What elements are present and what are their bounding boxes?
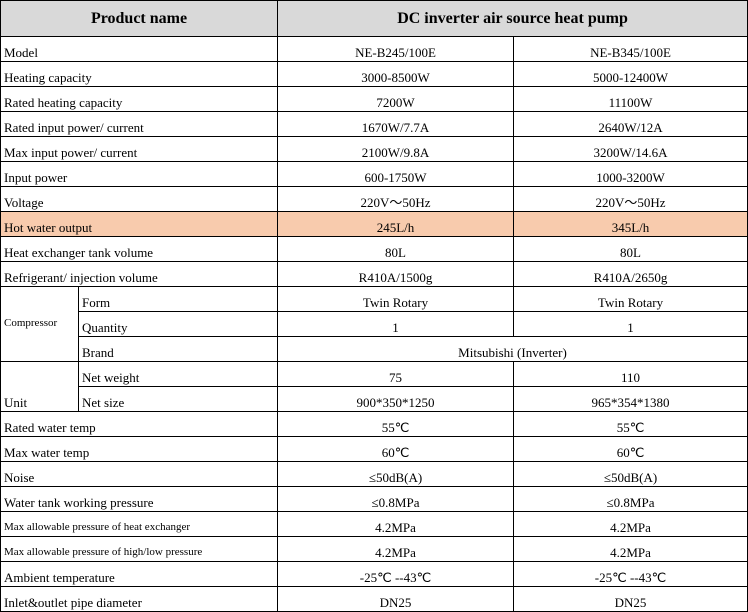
- table-row: Voltage 220V～50Hz 220V～50Hz: [0, 186, 748, 212]
- value-cell: 3000-8500W: [277, 61, 515, 87]
- row-label: Refrigerant/ injection volume: [0, 261, 279, 287]
- table-row: Heating capacity 3000-8500W 5000-12400W: [0, 61, 748, 87]
- row-label: Rated heating capacity: [0, 86, 279, 112]
- value-cell: 3200W/14.6A: [513, 136, 748, 162]
- table-row: Rated heating capacity 7200W 11100W: [0, 86, 748, 112]
- table-row: Unit Net weight 75 110: [0, 361, 748, 412]
- table-row: Water tank working pressure ≤0.8MPa ≤0.8MP…: [0, 486, 748, 512]
- value-cell: 965*354*1380: [513, 386, 748, 412]
- header-cell: Product name: [0, 0, 279, 37]
- row-label: Max water temp: [0, 436, 279, 462]
- value-cell: Mitsubishi (Inverter): [277, 336, 748, 362]
- value-cell: 4.2MPa: [513, 511, 748, 537]
- table-row: Rated input power/ current 1670W/7.7A 2640…: [0, 111, 748, 137]
- value-cell: 55℃: [277, 411, 515, 437]
- row-label: Max allowable pressure of heat exchanger: [0, 511, 279, 537]
- row-label: Noise: [0, 461, 279, 487]
- table-row: Inlet&outlet pipe diameter DN25 DN25: [0, 586, 748, 612]
- value-cell: 220V～50Hz: [513, 186, 748, 212]
- row-label: Rated input power/ current: [0, 111, 279, 137]
- table-row: Net size 900*350*1250 965*354*1380: [1, 386, 748, 412]
- row-label: Max input power/ current: [0, 136, 279, 162]
- row-label: Ambient temperature: [0, 561, 279, 587]
- table-row: Refrigerant/ injection volume R410A/1500g…: [0, 261, 748, 287]
- table-row: Max allowable pressure of high/low press…: [0, 536, 748, 562]
- table-row: Hot water output 245L/h 345L/h: [0, 211, 748, 237]
- value-cell: 1: [513, 311, 748, 337]
- header-row: Product name DC inverter air source heat…: [0, 0, 748, 37]
- group-label: Unit: [0, 361, 79, 412]
- table-row: Rated water temp 55℃ 55℃: [0, 411, 748, 437]
- value-cell: DN25: [513, 586, 748, 612]
- table-row: Max input power/ current 2100W/9.8A 3200W/…: [0, 136, 748, 162]
- table-row: Max water temp 60℃ 60℃: [0, 436, 748, 462]
- value-cell: 75: [277, 361, 515, 387]
- value-cell: 345L/h: [513, 211, 748, 237]
- value-cell: ≤50dB(A): [513, 461, 748, 487]
- value-cell: 4.2MPa: [277, 536, 515, 562]
- row-label: Hot water output: [0, 211, 279, 237]
- value-cell: 245L/h: [277, 211, 515, 237]
- table-row: Max allowable pressure of heat exchanger…: [0, 511, 748, 537]
- value-cell: NE-B345/100E: [513, 36, 748, 62]
- row-label: Water tank working pressure: [0, 486, 279, 512]
- value-cell: 11100W: [513, 86, 748, 112]
- row-label: Input power: [0, 161, 279, 187]
- value-cell: ≤50dB(A): [277, 461, 515, 487]
- table-row: Quantity 1 1: [1, 311, 748, 337]
- row-label: Quantity: [77, 311, 279, 337]
- value-cell: DN25: [277, 586, 515, 612]
- row-label: Voltage: [0, 186, 279, 212]
- value-cell: Twin Rotary: [277, 286, 515, 312]
- table-row: Noise ≤50dB(A) ≤50dB(A): [0, 461, 748, 487]
- row-label: Rated water temp: [0, 411, 279, 437]
- value-cell: 110: [513, 361, 748, 387]
- value-cell: 2100W/9.8A: [277, 136, 515, 162]
- row-label: Model: [0, 36, 279, 62]
- value-cell: ≤0.8MPa: [513, 486, 748, 512]
- value-cell: 5000-12400W: [513, 61, 748, 87]
- value-cell: 4.2MPa: [513, 536, 748, 562]
- row-label: Brand: [77, 336, 279, 362]
- row-label: Heat exchanger tank volume: [0, 236, 279, 262]
- value-cell: 1000-3200W: [513, 161, 748, 187]
- table-row: Heat exchanger tank volume 80L 80L: [0, 236, 748, 262]
- header-cell: DC inverter air source heat pump: [277, 0, 748, 37]
- value-cell: 600-1750W: [277, 161, 515, 187]
- table-row: Compressor Form Twin Rotary Twin Rotary: [0, 286, 748, 362]
- value-cell: 80L: [277, 236, 515, 262]
- value-cell: 4.2MPa: [277, 511, 515, 537]
- row-label: Inlet&outlet pipe diameter: [0, 586, 279, 612]
- row-label: Max allowable pressure of high/low press…: [0, 536, 279, 562]
- row-label: Net size: [77, 386, 279, 412]
- table-row: Input power 600-1750W 1000-3200W: [0, 161, 748, 187]
- row-label: Form: [77, 286, 279, 312]
- value-cell: ≤0.8MPa: [277, 486, 515, 512]
- value-cell: 60℃: [277, 436, 515, 462]
- value-cell: 7200W: [277, 86, 515, 112]
- value-cell: 60℃: [513, 436, 748, 462]
- group-label: Compressor: [0, 286, 79, 362]
- value-cell: R410A/1500g: [277, 261, 515, 287]
- table-row: Brand Mitsubishi (Inverter): [1, 336, 748, 362]
- value-cell: 2640W/12A: [513, 111, 748, 137]
- value-cell: 55℃: [513, 411, 748, 437]
- value-cell: Twin Rotary: [513, 286, 748, 312]
- table-row: Ambient temperature -25℃ --43℃ -25℃ --43℃: [0, 561, 748, 587]
- value-cell: 1670W/7.7A: [277, 111, 515, 137]
- row-label: Net weight: [77, 361, 279, 387]
- value-cell: -25℃ --43℃: [277, 561, 515, 587]
- value-cell: R410A/2650g: [513, 261, 748, 287]
- value-cell: -25℃ --43℃: [513, 561, 748, 587]
- value-cell: 900*350*1250: [277, 386, 515, 412]
- row-label: Heating capacity: [0, 61, 279, 87]
- table-row: Model NE-B245/100E NE-B345/100E: [0, 36, 748, 62]
- value-cell: 80L: [513, 236, 748, 262]
- value-cell: NE-B245/100E: [277, 36, 515, 62]
- value-cell: 220V～50Hz: [277, 186, 515, 212]
- value-cell: 1: [277, 311, 515, 337]
